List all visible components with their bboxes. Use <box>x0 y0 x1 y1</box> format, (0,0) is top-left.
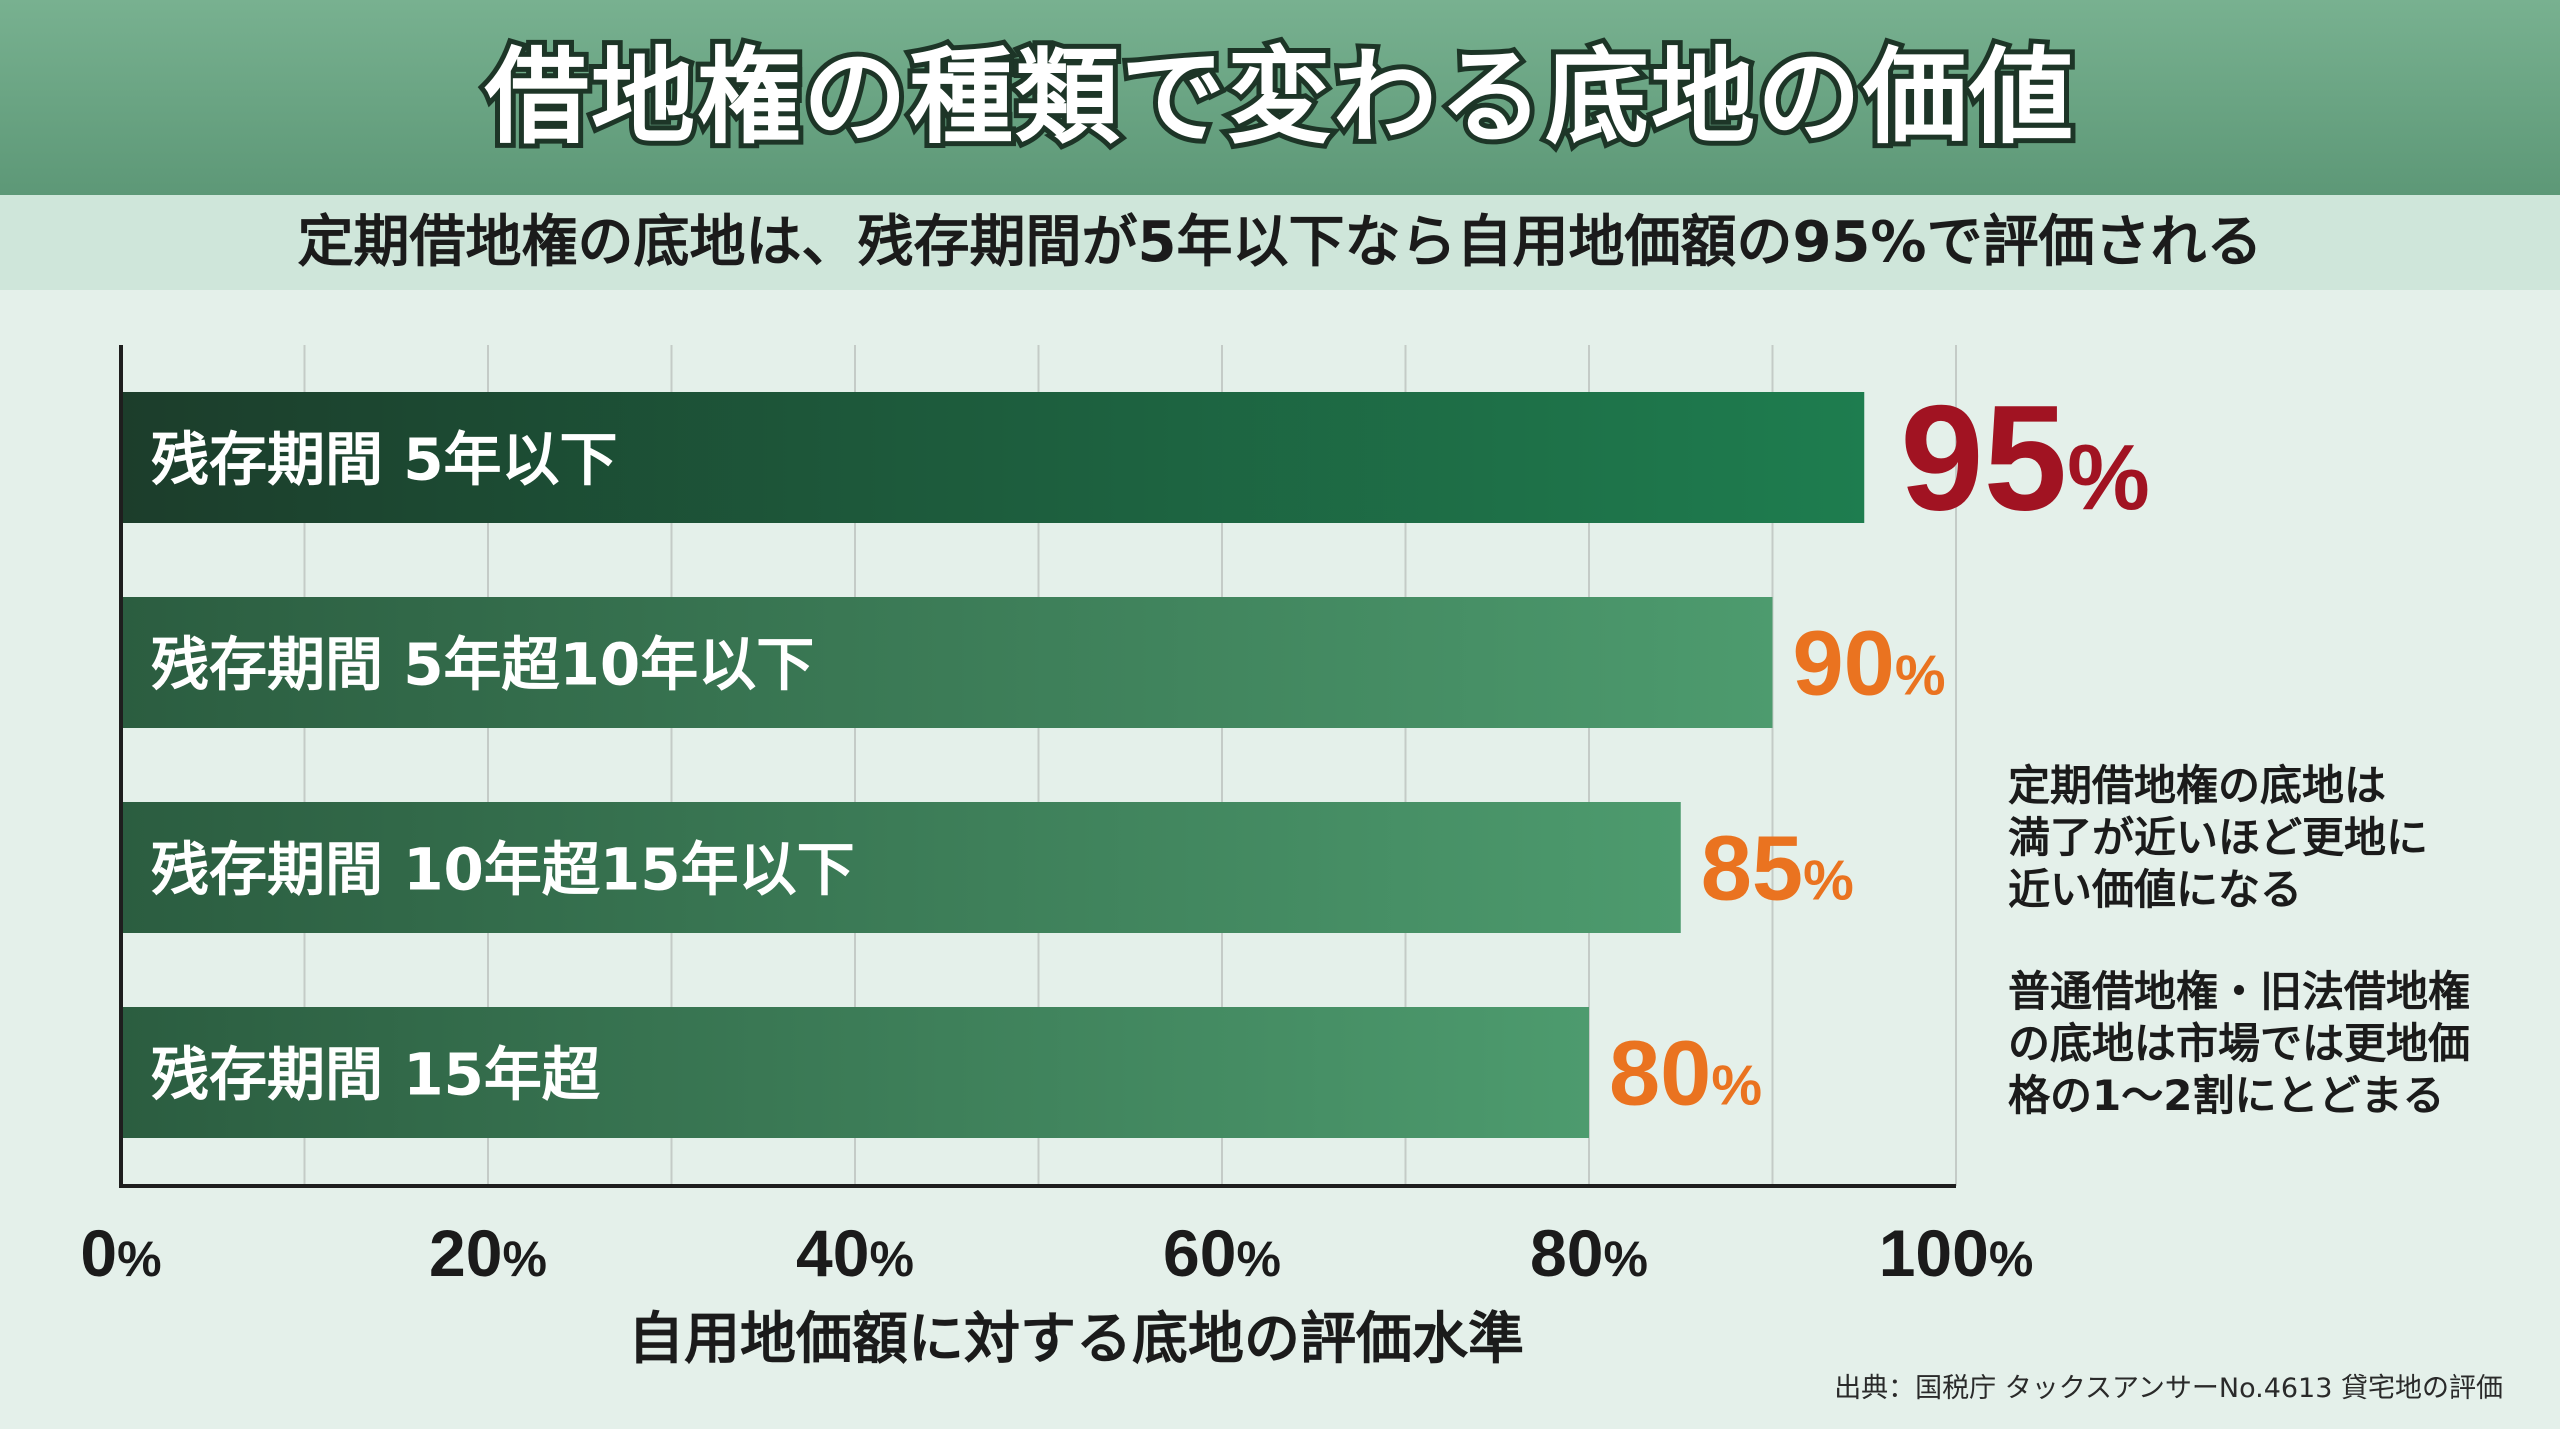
x-axis-title: 自用地価額に対する底地の評価水準 <box>628 1307 1524 1372</box>
side-note-ordinary-lease: 普通借地権・旧法借地権 の底地は市場では更地価 格の1～2割にとどまる <box>2008 967 2471 1120</box>
side-note-fixed-term: 定期借地権の底地は 満了が近いほど更地に 近い価値になる <box>2008 761 2429 914</box>
category-label: 残存期間 10年超15年以下 <box>151 836 855 904</box>
value-label: 95% <box>1900 374 2150 542</box>
value-label: 90% <box>1793 613 1946 715</box>
title-band <box>0 0 2560 195</box>
bar <box>121 802 1681 933</box>
bar <box>121 1007 1589 1138</box>
bar <box>121 392 1865 523</box>
bar <box>121 597 1773 728</box>
x-tick-label: 100% <box>1879 1216 2034 1290</box>
x-tick-label: 20% <box>429 1216 547 1290</box>
subtitle-band <box>0 195 2560 290</box>
value-label: 80% <box>1609 1023 1762 1125</box>
category-label: 残存期間 15年超 <box>151 1041 601 1109</box>
source-citation: 出典：国税庁 タックスアンサーNo.4613 貸宅地の評価 <box>1834 1373 2503 1404</box>
category-label: 残存期間 5年以下 <box>151 426 618 494</box>
x-tick-label: 60% <box>1163 1216 1281 1290</box>
category-label: 残存期間 5年超10年以下 <box>151 631 814 699</box>
chart-title: 借地権の種類で変わる底地の価値 <box>480 31 2078 163</box>
x-tick-label: 0% <box>80 1216 161 1290</box>
chart-subtitle: 定期借地権の底地は、残存期間が5年以下なら自用地価額の95%で評価される <box>297 210 2263 275</box>
x-tick-label: 80% <box>1530 1216 1648 1290</box>
value-label: 85% <box>1701 818 1854 920</box>
x-tick-label: 40% <box>796 1216 914 1290</box>
